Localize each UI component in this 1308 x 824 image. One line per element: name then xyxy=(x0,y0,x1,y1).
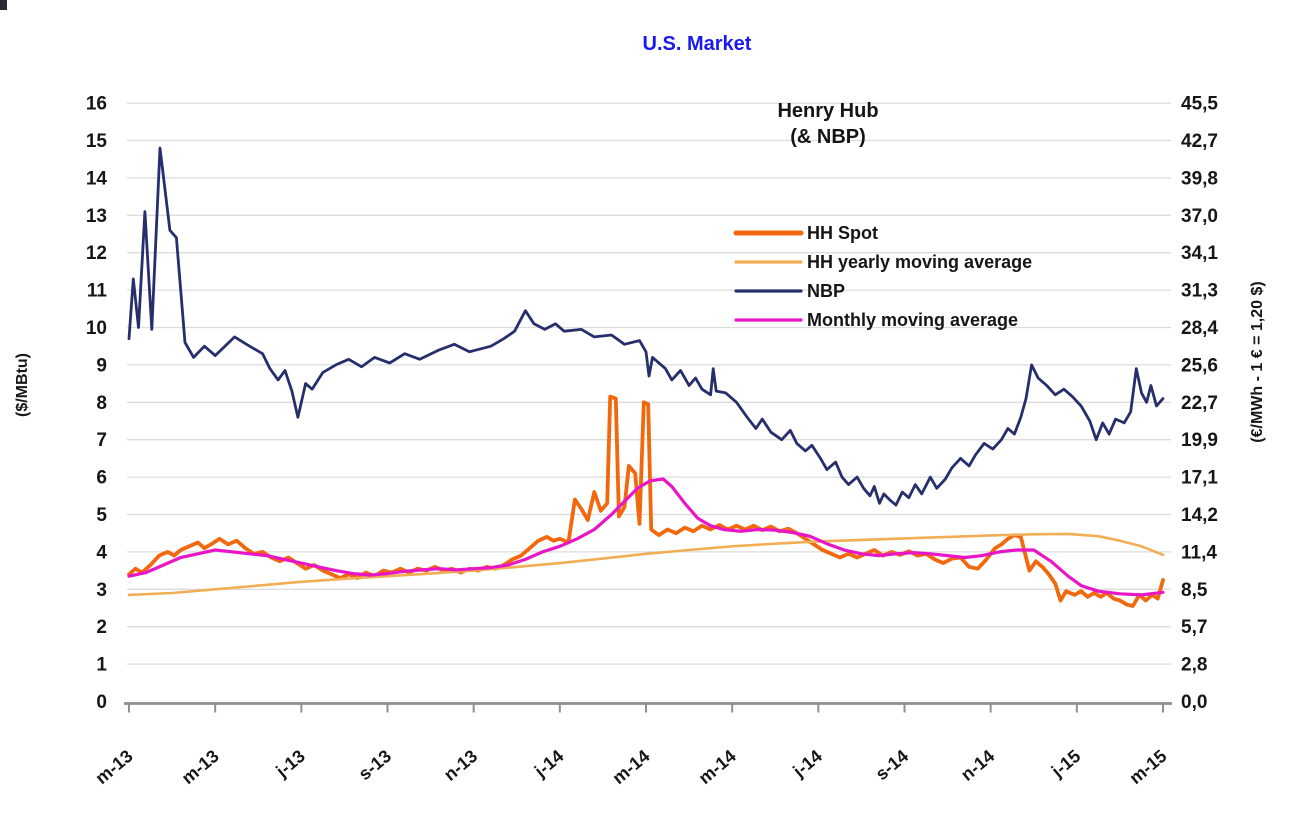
left-tick-label: 9 xyxy=(96,355,107,376)
series-line-hh-yearly-moving-average xyxy=(127,532,1165,597)
screen-corner-artifact xyxy=(0,0,7,10)
chart-subtitle: (& NBP) xyxy=(790,126,866,148)
right-tick-label: 5,7 xyxy=(1181,617,1207,638)
left-tick-label: 0 xyxy=(96,692,107,713)
right-tick-label: 39,8 xyxy=(1181,168,1218,189)
right-tick-label: 25,6 xyxy=(1181,355,1218,376)
right-tick-label: 45,5 xyxy=(1181,94,1218,115)
left-tick-label: 12 xyxy=(86,243,107,264)
page-title: U.S. Market xyxy=(643,33,752,55)
right-tick-label: 31,3 xyxy=(1181,281,1218,302)
right-tick-label: 17,1 xyxy=(1181,468,1218,489)
right-tick-label: 34,1 xyxy=(1181,243,1218,264)
chart-title: Henry Hub xyxy=(777,100,878,122)
left-tick-label: 1 xyxy=(96,655,107,676)
left-tick-label: 8 xyxy=(96,393,107,414)
right-tick-label: 8,5 xyxy=(1181,580,1208,601)
legend-label: NBP xyxy=(807,281,845,301)
right-tick-label: 14,2 xyxy=(1181,505,1218,526)
series-lines xyxy=(127,146,1165,608)
right-tick-label: 2,8 xyxy=(1181,655,1207,676)
right-tick-label: 0,0 xyxy=(1181,692,1207,713)
left-tick-label: 16 xyxy=(86,94,107,115)
right-tick-label: 11,4 xyxy=(1181,542,1217,563)
legend-label: HH Spot xyxy=(807,223,878,243)
left-tick-label: 7 xyxy=(96,430,107,451)
legend-label: Monthly moving average xyxy=(807,310,1018,330)
right-tick-label: 42,7 xyxy=(1181,131,1218,152)
legend-label: HH yearly moving average xyxy=(807,252,1032,272)
legend: HH Spot HH yearly moving average NBP Monthl… xyxy=(733,223,1032,330)
series-line-monthly-moving-average xyxy=(127,477,1165,597)
right-tick-label: 19,9 xyxy=(1181,430,1218,451)
left-tick-label: 5 xyxy=(96,505,107,526)
right-tick-label: 22,7 xyxy=(1181,393,1218,414)
left-tick-label: 2 xyxy=(96,617,107,638)
right-tick-label: 37,0 xyxy=(1181,206,1218,227)
left-tick-label: 10 xyxy=(86,318,107,339)
right-axis-label: (€/MWh - 1 € = 1,20 $) xyxy=(1249,281,1266,442)
series-line-nbp xyxy=(127,146,1165,507)
left-tick-label: 15 xyxy=(86,131,108,152)
left-tick-label: 13 xyxy=(86,206,107,227)
left-axis-label: ($/MBtu) xyxy=(14,353,31,417)
left-tick-label: 6 xyxy=(96,468,107,489)
left-tick-label: 14 xyxy=(86,168,108,189)
right-axis-ticks: 0,0 2,8 5,7 8,5 11,4 14,2 17,1 19,9 22,7 25,6 28,4… xyxy=(1181,94,1218,713)
left-tick-label: 4 xyxy=(96,542,107,563)
right-tick-label: 28,4 xyxy=(1181,318,1218,339)
left-tick-label: 3 xyxy=(96,580,107,601)
left-tick-label: 11 xyxy=(87,281,108,302)
